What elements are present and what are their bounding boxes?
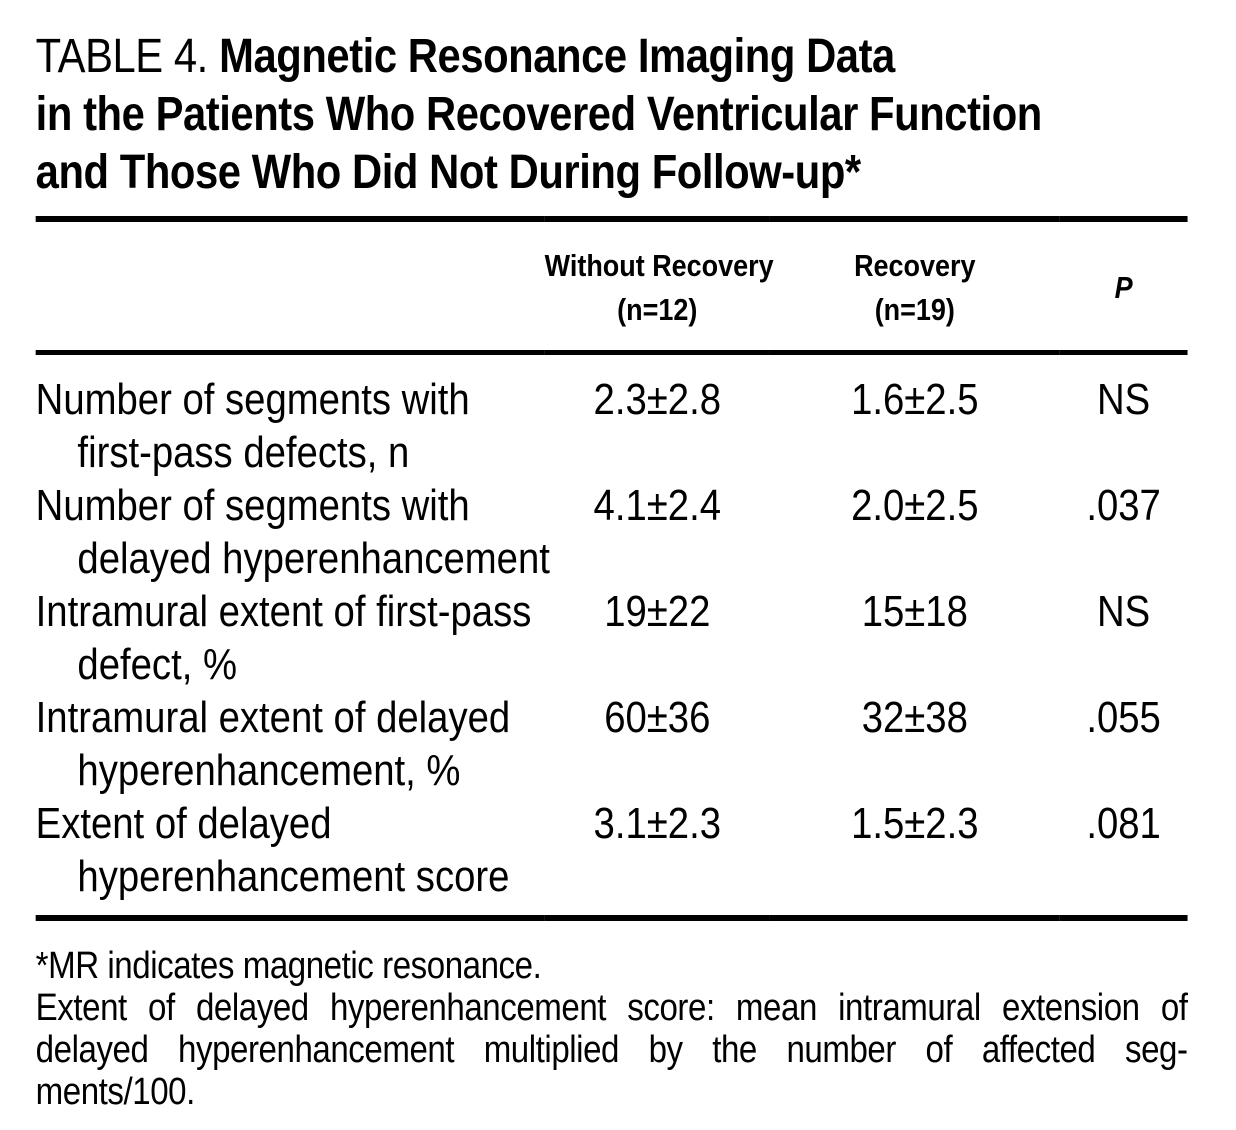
footnote-asterisk-note: *MR indicates magnetic resonance.: [35, 945, 542, 987]
value-without-recovery: 4.1±2.4: [593, 481, 721, 530]
table-row-extent-score: Extent of delayed hyperenhancement score…: [36, 797, 1188, 918]
value-without-recovery: 60±36: [604, 693, 711, 742]
row-label-line-1: Extent of delayed: [35, 799, 332, 848]
p-value: .081: [1086, 799, 1161, 848]
header-without-recovery: Without Recovery (n=12): [544, 219, 774, 353]
table-row-first-pass-defects: Number of segments with first-pass defec…: [36, 353, 1188, 480]
header-row: Without Recovery (n=12) Recovery (n=19) …: [35, 219, 1188, 353]
p-value: NS: [1097, 587, 1151, 636]
value-without-recovery: 3.1±2.3: [593, 799, 721, 848]
table-row-intramural-delayed: Intramural extent of delayed hyperenhanc…: [36, 691, 1188, 797]
p-value: NS: [1097, 375, 1151, 424]
table-title: TABLE 4. Magnetic Resonance Imaging Data …: [36, 28, 1188, 202]
row-label-line-1: Number of segments with: [35, 481, 470, 530]
table-title-text-line-1: Magnetic Resonance Imaging Data: [219, 30, 895, 83]
header-p-value: P: [1060, 219, 1188, 353]
row-label-line-2: first-pass defects, n: [77, 428, 410, 477]
footnotes: *MR indicates magnetic resonance. Extent…: [36, 945, 1188, 1113]
table-title-line-3: and Those Who Did Not During Follow-up*: [35, 146, 862, 199]
row-label: Intramural extent of first-pass defect, …: [36, 585, 545, 691]
row-label: Number of segments with delayed hyperenh…: [35, 479, 550, 585]
p-value: .037: [1086, 481, 1161, 530]
value-recovery: 15±18: [861, 587, 968, 636]
value-without-recovery: 19±22: [604, 587, 711, 636]
p-value: .055: [1086, 693, 1161, 742]
table-number-label: TABLE 4.: [35, 30, 209, 83]
p-value-symbol: P: [1114, 270, 1133, 305]
row-label-line-2: hyperenhancement, %: [77, 746, 461, 795]
table-figure: TABLE 4. Magnetic Resonance Imaging Data …: [35, 28, 1188, 1113]
table-row-intramural-first-pass: Intramural extent of first-pass defect, …: [36, 585, 1188, 691]
footnote-definition-line-2: delayed hyperenhancement multiplied by t…: [35, 1029, 1188, 1071]
table-header: Without Recovery (n=12) Recovery (n=19) …: [35, 219, 1188, 353]
table-title-line-1: TABLE 4. Magnetic Resonance Imaging Data: [36, 28, 1188, 86]
header-recovery-count: (n=19): [874, 292, 955, 327]
row-label-line-2: delayed hyperenhancement: [77, 534, 550, 583]
table-title-line-2: in the Patients Who Recovered Ventricula…: [35, 88, 1043, 141]
header-without-recovery-count: (n=12): [617, 292, 698, 327]
footnote-definition-line-1: Extent of delayed hyperenhancement score…: [35, 987, 1188, 1029]
table-body: Number of segments with first-pass defec…: [36, 353, 1188, 919]
row-label-line-1: Intramural extent of delayed: [35, 693, 511, 742]
value-without-recovery: 2.3±2.8: [593, 375, 721, 424]
row-label: Number of segments with first-pass defec…: [36, 353, 545, 480]
value-recovery: 2.0±2.5: [851, 481, 979, 530]
row-label: Extent of delayed hyperenhancement score: [36, 797, 545, 918]
value-recovery: 1.6±2.5: [851, 375, 979, 424]
header-without-recovery-line-1: Without Recovery: [544, 248, 774, 283]
value-recovery: 32±38: [861, 693, 968, 742]
header-recovery: Recovery (n=19): [770, 219, 1060, 353]
row-label: Intramural extent of delayed hyperenhanc…: [36, 691, 545, 797]
header-empty-cell: [36, 219, 545, 353]
header-recovery-line-1: Recovery: [854, 248, 976, 283]
table-row-delayed-hyperenhancement-segments: Number of segments with delayed hyperenh…: [36, 479, 1188, 585]
row-label-line-1: Number of segments with: [35, 375, 470, 424]
row-label-line-2: hyperenhancement score: [77, 852, 510, 901]
row-label-line-1: Intramural extent of first-pass: [35, 587, 532, 636]
value-recovery: 1.5±2.3: [851, 799, 979, 848]
footnote-definition-line-3: ments/100.: [35, 1071, 196, 1113]
row-label-line-2: defect, %: [77, 640, 238, 689]
mri-data-table: Without Recovery (n=12) Recovery (n=19) …: [35, 216, 1188, 921]
